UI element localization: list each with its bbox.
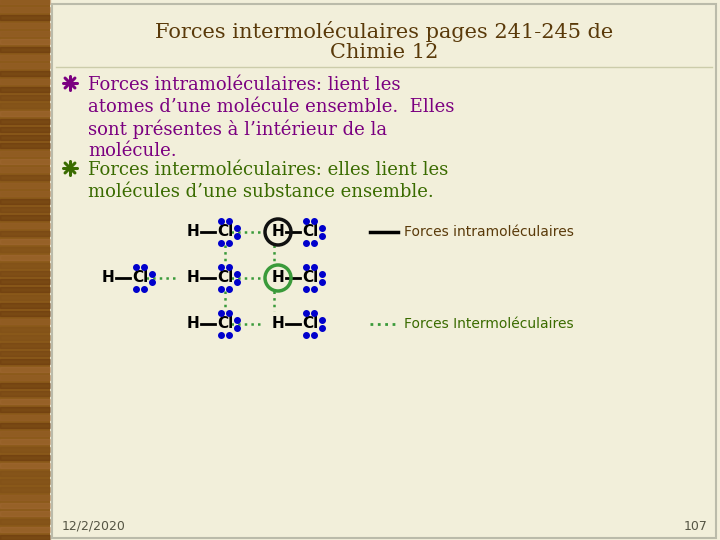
Text: 12/2/2020: 12/2/2020 <box>62 519 126 532</box>
Text: atomes d’une molécule ensemble.  Elles: atomes d’une molécule ensemble. Elles <box>88 98 454 116</box>
Text: Chimie 12: Chimie 12 <box>330 43 438 62</box>
Text: H: H <box>186 316 199 332</box>
Text: H: H <box>102 271 114 286</box>
Text: Cl: Cl <box>302 316 318 332</box>
Text: Forces intramoléculaires: Forces intramoléculaires <box>404 225 574 239</box>
Text: H: H <box>271 271 284 286</box>
Text: 107: 107 <box>684 519 708 532</box>
Text: H: H <box>186 271 199 286</box>
Text: Forces intramoléculaires: lient les: Forces intramoléculaires: lient les <box>88 76 400 94</box>
Text: Cl: Cl <box>217 225 233 240</box>
Text: Cl: Cl <box>217 316 233 332</box>
FancyBboxPatch shape <box>52 4 716 538</box>
Text: Cl: Cl <box>217 271 233 286</box>
Text: H: H <box>186 225 199 240</box>
Text: sont présentes à l’intérieur de la: sont présentes à l’intérieur de la <box>88 119 387 139</box>
Text: Forces intermoléculaires: elles lient les: Forces intermoléculaires: elles lient le… <box>88 161 449 179</box>
Text: Forces Intermoléculaires: Forces Intermoléculaires <box>404 317 574 331</box>
Text: molécules d’une substance ensemble.: molécules d’une substance ensemble. <box>88 183 433 201</box>
Text: Cl: Cl <box>302 271 318 286</box>
Bar <box>0 0 50 540</box>
Text: Forces intermoléculaires pages 241-245 de: Forces intermoléculaires pages 241-245 d… <box>155 22 613 43</box>
Text: H: H <box>271 225 284 240</box>
Text: H: H <box>271 316 284 332</box>
Text: Cl: Cl <box>302 225 318 240</box>
Text: molécule.: molécule. <box>88 142 176 160</box>
Text: Cl: Cl <box>132 271 148 286</box>
